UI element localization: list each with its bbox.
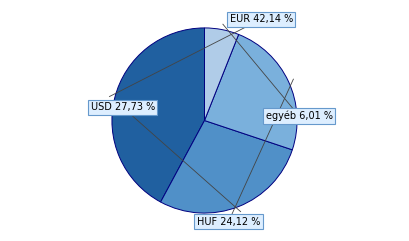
Text: USD 27,73 %: USD 27,73 % — [91, 102, 155, 113]
Wedge shape — [204, 28, 238, 120]
Text: egyéb 6,01 %: egyéb 6,01 % — [266, 111, 333, 121]
Wedge shape — [161, 120, 292, 213]
Text: HUF 24,12 %: HUF 24,12 % — [197, 217, 260, 227]
Wedge shape — [112, 28, 204, 202]
Wedge shape — [204, 34, 297, 150]
Text: EUR 42,14 %: EUR 42,14 % — [229, 14, 293, 24]
